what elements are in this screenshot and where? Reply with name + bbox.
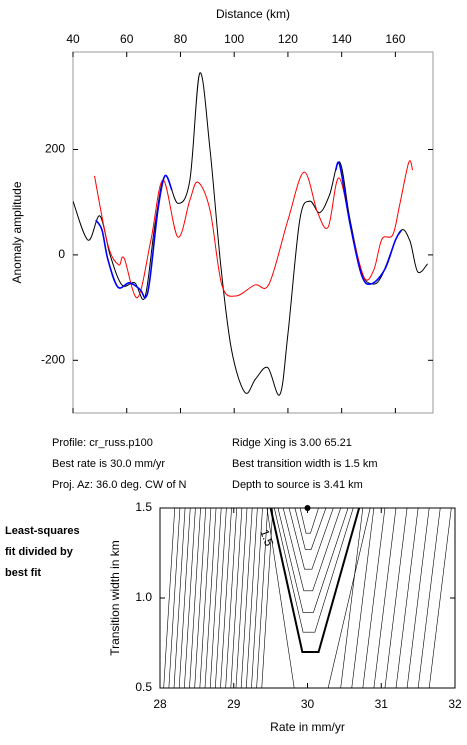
x-tick-label: 140	[332, 32, 352, 46]
y-tick-label: 0.5	[135, 680, 152, 694]
x-tick-label: 29	[227, 697, 241, 711]
best-fit-point	[304, 505, 311, 511]
x-tick-label: 60	[120, 32, 134, 46]
info-text: Profile: cr_russ.p100	[52, 437, 153, 449]
contour-line	[417, 508, 441, 688]
contour-line	[240, 508, 253, 688]
series-line	[95, 161, 403, 299]
contour-line	[163, 508, 176, 688]
contour-line	[327, 508, 371, 688]
x-tick-label: 30	[301, 697, 315, 711]
info-text: Depth to source is 3.41 km	[232, 479, 363, 491]
y-tick-label: 1.0	[135, 590, 152, 604]
y-tick-label: 0	[58, 247, 65, 261]
contour-line	[225, 508, 237, 688]
contour-line	[199, 508, 212, 688]
contour-line	[184, 508, 196, 688]
contour-line	[406, 508, 430, 688]
plot-frame	[72, 51, 434, 414]
x-tick-label: 31	[375, 697, 389, 711]
contour-line	[395, 508, 419, 688]
contour-line	[274, 508, 354, 633]
info-block: Profile: cr_russ.p100 Best rate is 30.0 …	[5, 437, 378, 579]
contour-line	[256, 508, 268, 688]
y-tick-label: 1.5	[135, 500, 152, 514]
contour-line	[215, 508, 227, 688]
y-axis-title: Anomaly amplitude	[10, 181, 24, 283]
side-note: Least-squares	[5, 525, 80, 537]
contour-line	[340, 508, 364, 688]
series-line	[94, 160, 414, 299]
x-axis-title: Rate in mm/yr	[270, 720, 345, 734]
contour-line	[261, 508, 274, 688]
contour-line	[299, 508, 319, 534]
contour-line	[209, 508, 222, 688]
y-tick-label: -200	[41, 352, 65, 366]
contour-line	[373, 508, 397, 688]
contour-line	[204, 508, 217, 688]
x-tick-label: 32	[448, 697, 462, 711]
x-tick-label: 28	[153, 697, 167, 711]
contour-line	[245, 508, 258, 688]
contour-line	[220, 508, 232, 688]
contour-line	[168, 508, 181, 688]
contour-line	[235, 508, 248, 688]
x-tick-label: 100	[224, 32, 244, 46]
contour-line	[282, 508, 341, 592]
x-axis-title: Distance (km)	[216, 7, 290, 21]
x-tick-label: 160	[385, 32, 405, 46]
contour-line	[428, 508, 452, 688]
contour-label: 1.5	[257, 527, 276, 548]
contour-line	[384, 508, 408, 688]
side-note: best fit	[5, 567, 41, 579]
x-tick-label: 40	[66, 32, 80, 46]
contour-line	[269, 508, 361, 653]
x-tick-label: 120	[278, 32, 298, 46]
x-tick-label: 80	[174, 32, 188, 46]
contour-line	[251, 508, 263, 688]
y-tick-label: 200	[45, 142, 65, 156]
info-text: Ridge Xing is 3.00 65.21	[232, 437, 352, 449]
info-text: Best rate is 30.0 mm/yr	[52, 458, 165, 470]
contour-line	[277, 508, 349, 613]
contour-line	[266, 508, 295, 688]
info-text: Best transition width is 1.5 km	[232, 458, 378, 470]
contour-line	[189, 508, 201, 688]
series-line	[73, 72, 428, 396]
contour-line	[351, 508, 375, 688]
contour-line	[362, 508, 386, 688]
y-axis-title: Transition width in km	[108, 540, 122, 656]
contour-line	[294, 508, 327, 550]
contour-line	[173, 508, 186, 688]
chart-line: 40 60 80 100 120 140 160 -200 0 200 Distance (km) A…	[10, 7, 434, 414]
side-note: fit divided by	[5, 546, 74, 558]
contour-line	[288, 508, 334, 570]
chart-contour: 28 29 30 31 32 0.5 1.0 1.5 Rate in mm/yr Transiti…	[108, 500, 462, 734]
contour-line	[178, 508, 191, 688]
info-text: Proj. Az: 36.0 deg. CW of N	[52, 479, 187, 491]
contour-line	[194, 508, 207, 688]
contour-line	[230, 508, 243, 688]
